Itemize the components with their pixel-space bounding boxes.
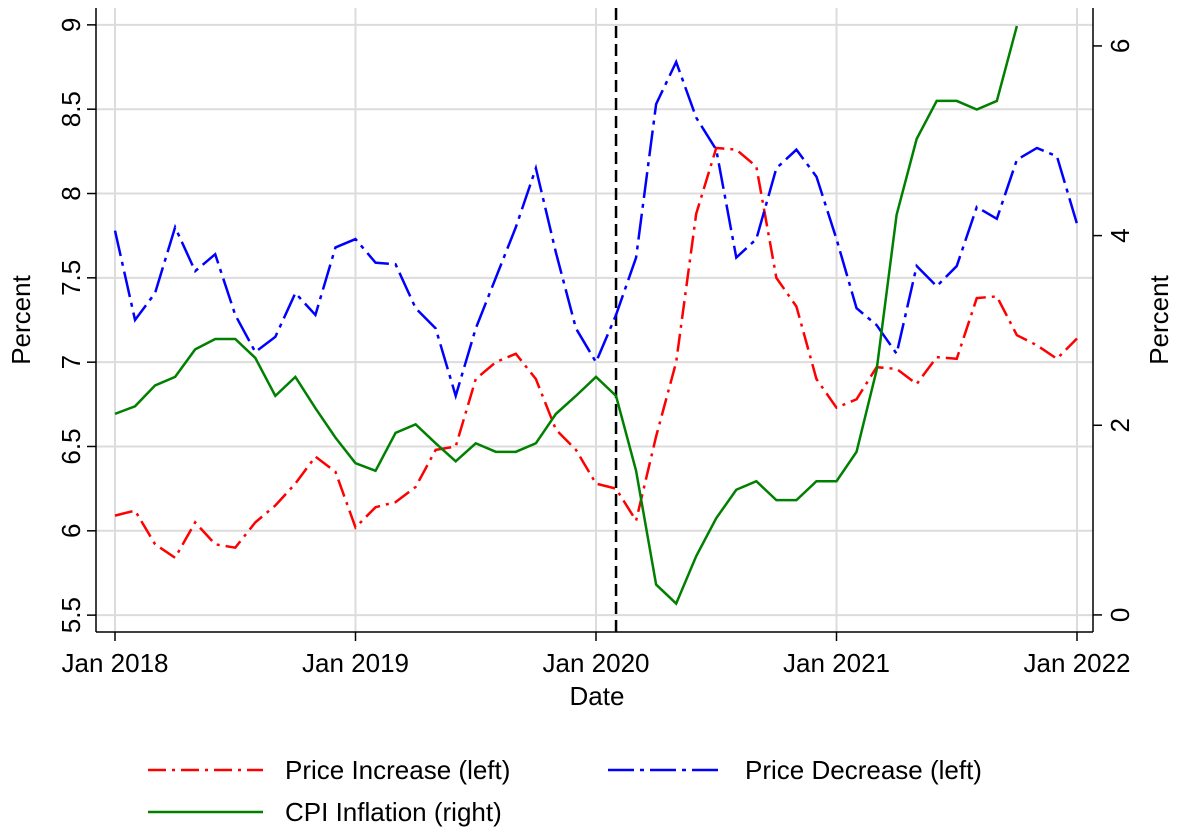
y-tick-label: 7.5	[56, 260, 86, 296]
y2-tick-label: 2	[1105, 418, 1135, 432]
y-axis-label: Percent	[6, 274, 36, 364]
y-tick-label: 8.5	[56, 91, 86, 127]
y-tick-label: 8	[56, 186, 86, 200]
x-tick-label: Jan 2021	[783, 648, 890, 678]
legend-label: Price Increase (left)	[285, 755, 510, 785]
y-tick-label: 5.5	[56, 597, 86, 633]
legend-label: Price Decrease (left)	[745, 755, 982, 785]
data-line	[114, 25, 1019, 606]
y2-tick-label: 4	[1105, 228, 1135, 242]
y2-axis-label: Percent	[1144, 274, 1174, 364]
y-tick-label: 9	[56, 18, 86, 32]
data-line	[113, 58, 1079, 401]
x-tick-label: Jan 2019	[302, 648, 409, 678]
x-tick-label: Jan 2022	[1024, 648, 1131, 678]
y2-tick-label: 6	[1105, 39, 1135, 53]
x-tick-label: Jan 2020	[543, 648, 650, 678]
x-axis-label: Date	[570, 681, 625, 711]
legend-label: CPI Inflation (right)	[285, 797, 502, 827]
y-tick-label: 6.5	[56, 428, 86, 464]
x-tick-label: Jan 2018	[62, 648, 169, 678]
y2-tick-label: 0	[1105, 608, 1135, 622]
y-tick-label: 7	[56, 355, 86, 369]
y-tick-label: 6	[56, 524, 86, 538]
data-line	[114, 146, 1078, 560]
